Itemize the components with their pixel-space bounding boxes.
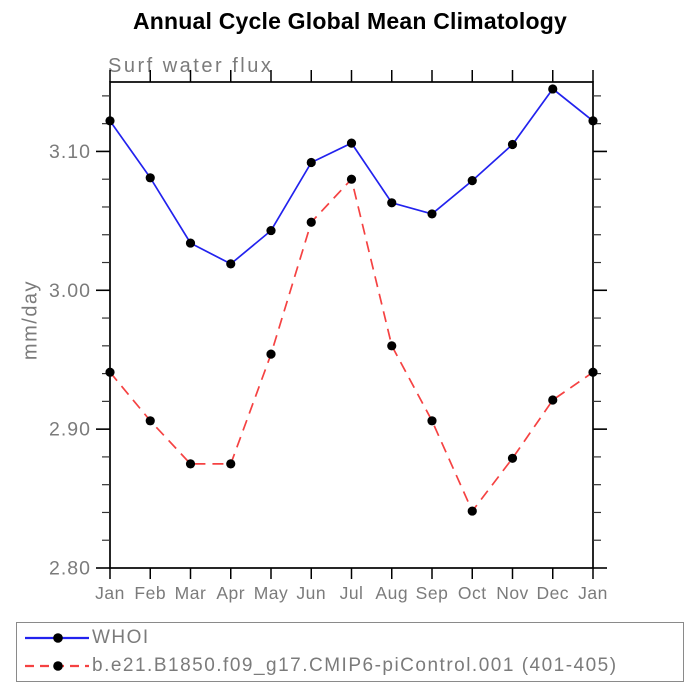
data-point-marker [387,198,397,208]
month-label: May [254,583,289,603]
data-point-marker [145,416,155,426]
legend-line-sample-dashed [25,661,89,671]
legend-item-picontrol: b.e21.B1850.f09_g17.CMIP6-piControl.001 … [22,653,683,679]
month-label: Jul [340,583,364,603]
month-label: Sep [416,583,449,603]
data-point-marker [306,157,316,168]
legend-item-whoi: WHOI [22,625,683,651]
axis-frame [109,81,594,569]
data-point-marker [306,217,316,227]
data-point-marker [346,174,357,184]
data-point-marker [387,341,397,351]
data-point-marker [467,506,477,516]
y-tick-label: 2.80 [49,558,91,580]
month-label: Jan [578,583,608,603]
y-tick-label: 2.90 [49,419,91,441]
data-point-marker [185,459,196,469]
data-point-marker [427,416,437,426]
data-point-marker [427,209,437,219]
data-point-marker [548,84,558,94]
month-label: Jun [296,583,326,603]
data-point-marker [346,138,357,148]
data-point-marker [467,175,477,186]
month-label: Jan [95,583,125,603]
data-point-marker [105,116,115,126]
y-tick-label: 3.10 [49,141,91,163]
data-point-marker [145,173,155,183]
data-point-marker [507,453,518,463]
data-point-marker [266,349,276,359]
data-point-marker [226,259,236,269]
month-label: Mar [175,583,207,603]
data-point-marker [226,459,236,469]
month-label: Apr [216,583,245,603]
legend-line-sample-solid [25,633,89,643]
month-label: Oct [458,583,487,603]
legend-label-picontrol: b.e21.B1850.f09_g17.CMIP6-piControl.001 … [92,655,618,676]
data-point-marker [266,225,276,236]
data-point-marker [105,367,115,377]
legend-label-whoi: WHOI [92,627,150,648]
data-point-marker [185,238,196,248]
month-label: Dec [536,583,569,603]
legend-box: WHOI b.e21.B1850.f09_g17.CMIP6-piControl… [16,622,684,682]
month-label: Aug [375,583,408,603]
plot-area: 2.80 2.90 3.00 3.10 Jan Feb Mar Apr May Jun Jul Aug… [49,70,608,603]
month-label: Nov [496,583,529,603]
data-point-marker [507,139,518,150]
chart-title: Annual Cycle Global Mean Climatology [132,8,568,34]
data-point-marker [548,395,558,405]
data-point-marker [588,116,598,126]
y-tick-label: 3.00 [49,280,91,302]
data-point-marker [588,367,598,377]
month-label: Feb [134,583,166,603]
